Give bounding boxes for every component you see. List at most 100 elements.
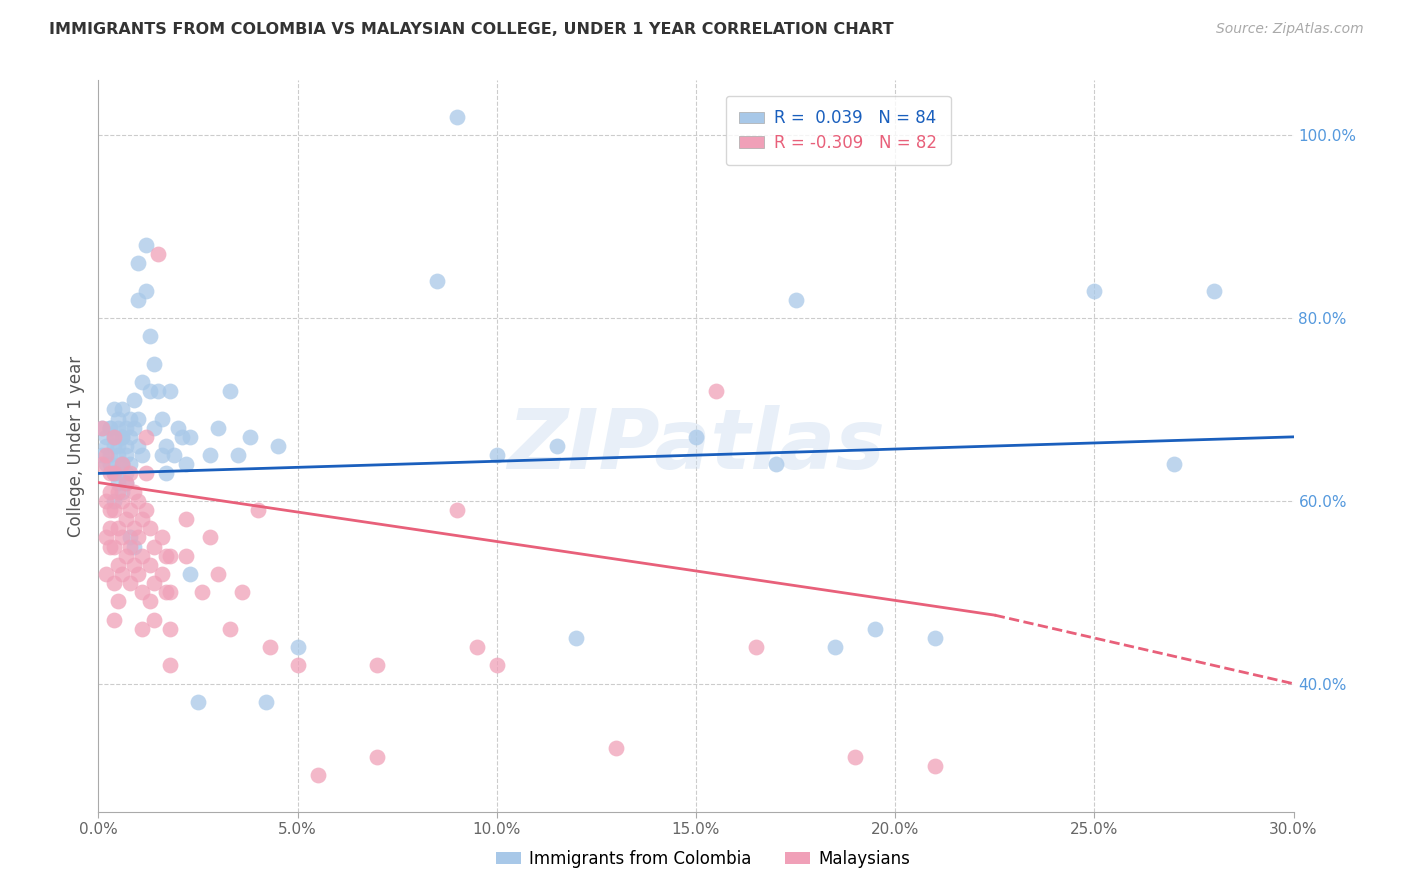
Point: [103, 494, 125, 508]
Point: [96, 430, 118, 444]
Point: [143, 357, 166, 371]
Point: [546, 439, 568, 453]
Point: [198, 530, 221, 544]
Point: [187, 695, 209, 709]
Point: [167, 421, 190, 435]
Point: [824, 640, 846, 655]
Point: [135, 284, 157, 298]
Point: [174, 512, 197, 526]
Point: [111, 430, 134, 444]
Point: [446, 503, 468, 517]
Point: [131, 549, 153, 563]
Point: [179, 567, 201, 582]
Point: [120, 503, 142, 517]
Point: [191, 585, 214, 599]
Point: [124, 558, 146, 572]
Point: [96, 567, 118, 582]
Point: [96, 439, 118, 453]
Point: [115, 475, 138, 490]
Point: [366, 749, 388, 764]
Point: [426, 274, 449, 288]
Point: [103, 540, 125, 554]
Legend: Immigrants from Colombia, Malaysians: Immigrants from Colombia, Malaysians: [489, 844, 917, 875]
Point: [98, 421, 122, 435]
Point: [98, 467, 122, 481]
Point: [103, 613, 125, 627]
Point: [115, 475, 138, 490]
Point: [120, 411, 142, 425]
Point: [103, 467, 125, 481]
Point: [96, 494, 118, 508]
Point: [111, 402, 134, 417]
Point: [465, 640, 488, 655]
Point: [150, 411, 173, 425]
Point: [685, 430, 707, 444]
Point: [96, 530, 118, 544]
Point: [103, 576, 125, 591]
Point: [135, 467, 157, 481]
Point: [1083, 284, 1105, 298]
Point: [120, 576, 142, 591]
Point: [287, 640, 309, 655]
Point: [131, 448, 153, 462]
Point: [207, 421, 229, 435]
Point: [124, 421, 146, 435]
Point: [150, 448, 173, 462]
Point: [246, 503, 269, 517]
Point: [111, 494, 134, 508]
Point: [155, 467, 177, 481]
Point: [139, 594, 162, 608]
Point: [111, 567, 134, 582]
Point: [139, 521, 162, 535]
Point: [103, 402, 125, 417]
Point: [267, 439, 290, 453]
Point: [127, 439, 149, 453]
Point: [120, 540, 142, 554]
Point: [91, 457, 114, 471]
Point: [120, 530, 142, 544]
Point: [704, 384, 727, 398]
Point: [120, 430, 142, 444]
Point: [107, 439, 129, 453]
Point: [135, 430, 157, 444]
Point: [115, 421, 138, 435]
Point: [155, 549, 177, 563]
Point: [98, 457, 122, 471]
Point: [155, 585, 177, 599]
Point: [159, 658, 181, 673]
Point: [143, 576, 166, 591]
Point: [231, 585, 253, 599]
Point: [143, 540, 166, 554]
Point: [127, 411, 149, 425]
Point: [107, 594, 129, 608]
Point: [207, 567, 229, 582]
Point: [174, 549, 197, 563]
Point: [605, 740, 627, 755]
Point: [91, 421, 114, 435]
Point: [565, 631, 588, 645]
Point: [115, 467, 138, 481]
Text: IMMIGRANTS FROM COLOMBIA VS MALAYSIAN COLLEGE, UNDER 1 YEAR CORRELATION CHART: IMMIGRANTS FROM COLOMBIA VS MALAYSIAN CO…: [49, 22, 894, 37]
Point: [366, 658, 388, 673]
Point: [307, 768, 329, 782]
Point: [96, 448, 118, 462]
Point: [139, 558, 162, 572]
Point: [111, 484, 134, 499]
Y-axis label: College, Under 1 year: College, Under 1 year: [66, 355, 84, 537]
Point: [98, 421, 122, 435]
Point: [98, 484, 122, 499]
Point: [172, 430, 194, 444]
Point: [111, 457, 134, 471]
Point: [107, 521, 129, 535]
Point: [155, 439, 177, 453]
Point: [111, 430, 134, 444]
Point: [159, 585, 181, 599]
Point: [745, 640, 768, 655]
Point: [844, 749, 866, 764]
Point: [239, 430, 262, 444]
Point: [485, 448, 508, 462]
Point: [219, 622, 242, 636]
Point: [124, 521, 146, 535]
Point: [159, 622, 181, 636]
Legend: R =  0.039   N = 84, R = -0.309   N = 82: R = 0.039 N = 84, R = -0.309 N = 82: [725, 96, 950, 165]
